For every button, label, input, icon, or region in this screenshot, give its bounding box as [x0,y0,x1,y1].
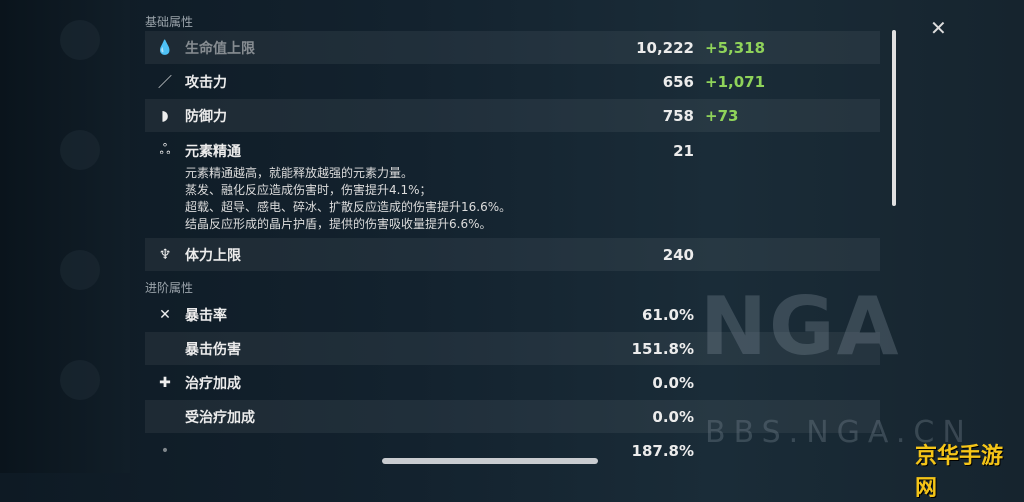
stat-label: 暴击伤害 [185,341,241,358]
stat-value: 0.0% [652,407,694,426]
energy-icon: • [160,442,170,459]
stat-row-healing[interactable]: ✚ 治疗加成 0.0% [145,366,880,399]
stat-value: 187.8% [631,441,694,460]
stat-bonus: +1,071 [705,72,766,91]
stat-value: 758 [662,106,694,125]
stat-row-energy-recharge[interactable]: • 187.8% [145,434,880,467]
stat-value: 0.0% [652,373,694,392]
stat-row-crit-rate[interactable]: ✕ 暴击率 61.0% [145,298,880,331]
stat-value: 656 [662,72,694,91]
stat-value: 240 [662,245,694,264]
hp-drop-icon: 💧 [156,39,174,56]
vertical-scrollbar[interactable] [892,30,896,206]
stat-row-def[interactable]: ◗ 防御力 758 +73 [145,99,880,132]
horizontal-scrollbar[interactable] [382,458,598,464]
stat-label: 治疗加成 [185,375,241,392]
advanced-section-title: 进阶属性 [145,281,194,295]
stat-row-em[interactable]: ஃ 元素精通 21 [145,134,880,167]
stat-value: 61.0% [641,305,694,324]
nga-watermark-site: BBS.NGA.CN [705,415,973,450]
stat-label: 元素精通 [185,143,241,160]
stat-bonus: +73 [705,106,739,125]
stat-label: 生命值上限 [185,40,255,57]
close-icon[interactable]: ✕ [930,16,947,40]
desc-line: 结晶反应形成的晶片护盾，提供的伤害吸收量提升6.6%。 [185,217,492,231]
site-badge: 京华手游网 [915,444,1004,501]
stamina-icon: ♆ [158,246,172,263]
desc-line: 蒸发、融化反应造成伤害时，伤害提升4.1%； [185,183,432,197]
stat-row-crit-dmg[interactable]: 暴击伤害 151.8% [145,332,880,365]
shield-icon: ◗ [161,107,169,124]
basic-section-title: 基础属性 [145,15,194,29]
stat-label: 攻击力 [185,74,227,91]
stat-value: 21 [673,141,694,160]
em-description: 元素精通越高，就能释放越强的元素力量。 蒸发、融化反应造成伤害时，伤害提升4.1… [185,165,511,233]
stat-row-stamina[interactable]: ♆ 体力上限 240 [145,238,880,271]
elemental-mastery-icon: ஃ [159,141,171,158]
stat-label: 暴击率 [185,307,227,324]
stat-value: 10,222 [636,38,694,57]
crit-icon: ✕ [159,306,171,323]
stat-row-atk[interactable]: ／ 攻击力 656 +1,071 [145,65,880,98]
nga-watermark-logo: NGA [700,280,901,373]
stat-row-incoming-healing[interactable]: 受治疗加成 0.0% [145,400,880,433]
desc-line: 元素精通越高，就能释放越强的元素力量。 [185,166,414,180]
stat-label: 防御力 [185,108,227,125]
stat-value: 151.8% [631,339,694,358]
stat-label: 体力上限 [185,247,241,264]
heal-cross-icon: ✚ [159,374,171,391]
stat-bonus: +5,318 [705,38,766,57]
sword-icon: ／ [158,74,172,91]
desc-line: 超载、超导、感电、碎冰、扩散反应造成的伤害提升16.6%。 [185,200,512,214]
stat-row-hp[interactable]: 💧 生命值上限 10,222 +5,318 [145,31,880,64]
character-sidebar [0,0,130,473]
stat-label: 受治疗加成 [185,409,255,426]
